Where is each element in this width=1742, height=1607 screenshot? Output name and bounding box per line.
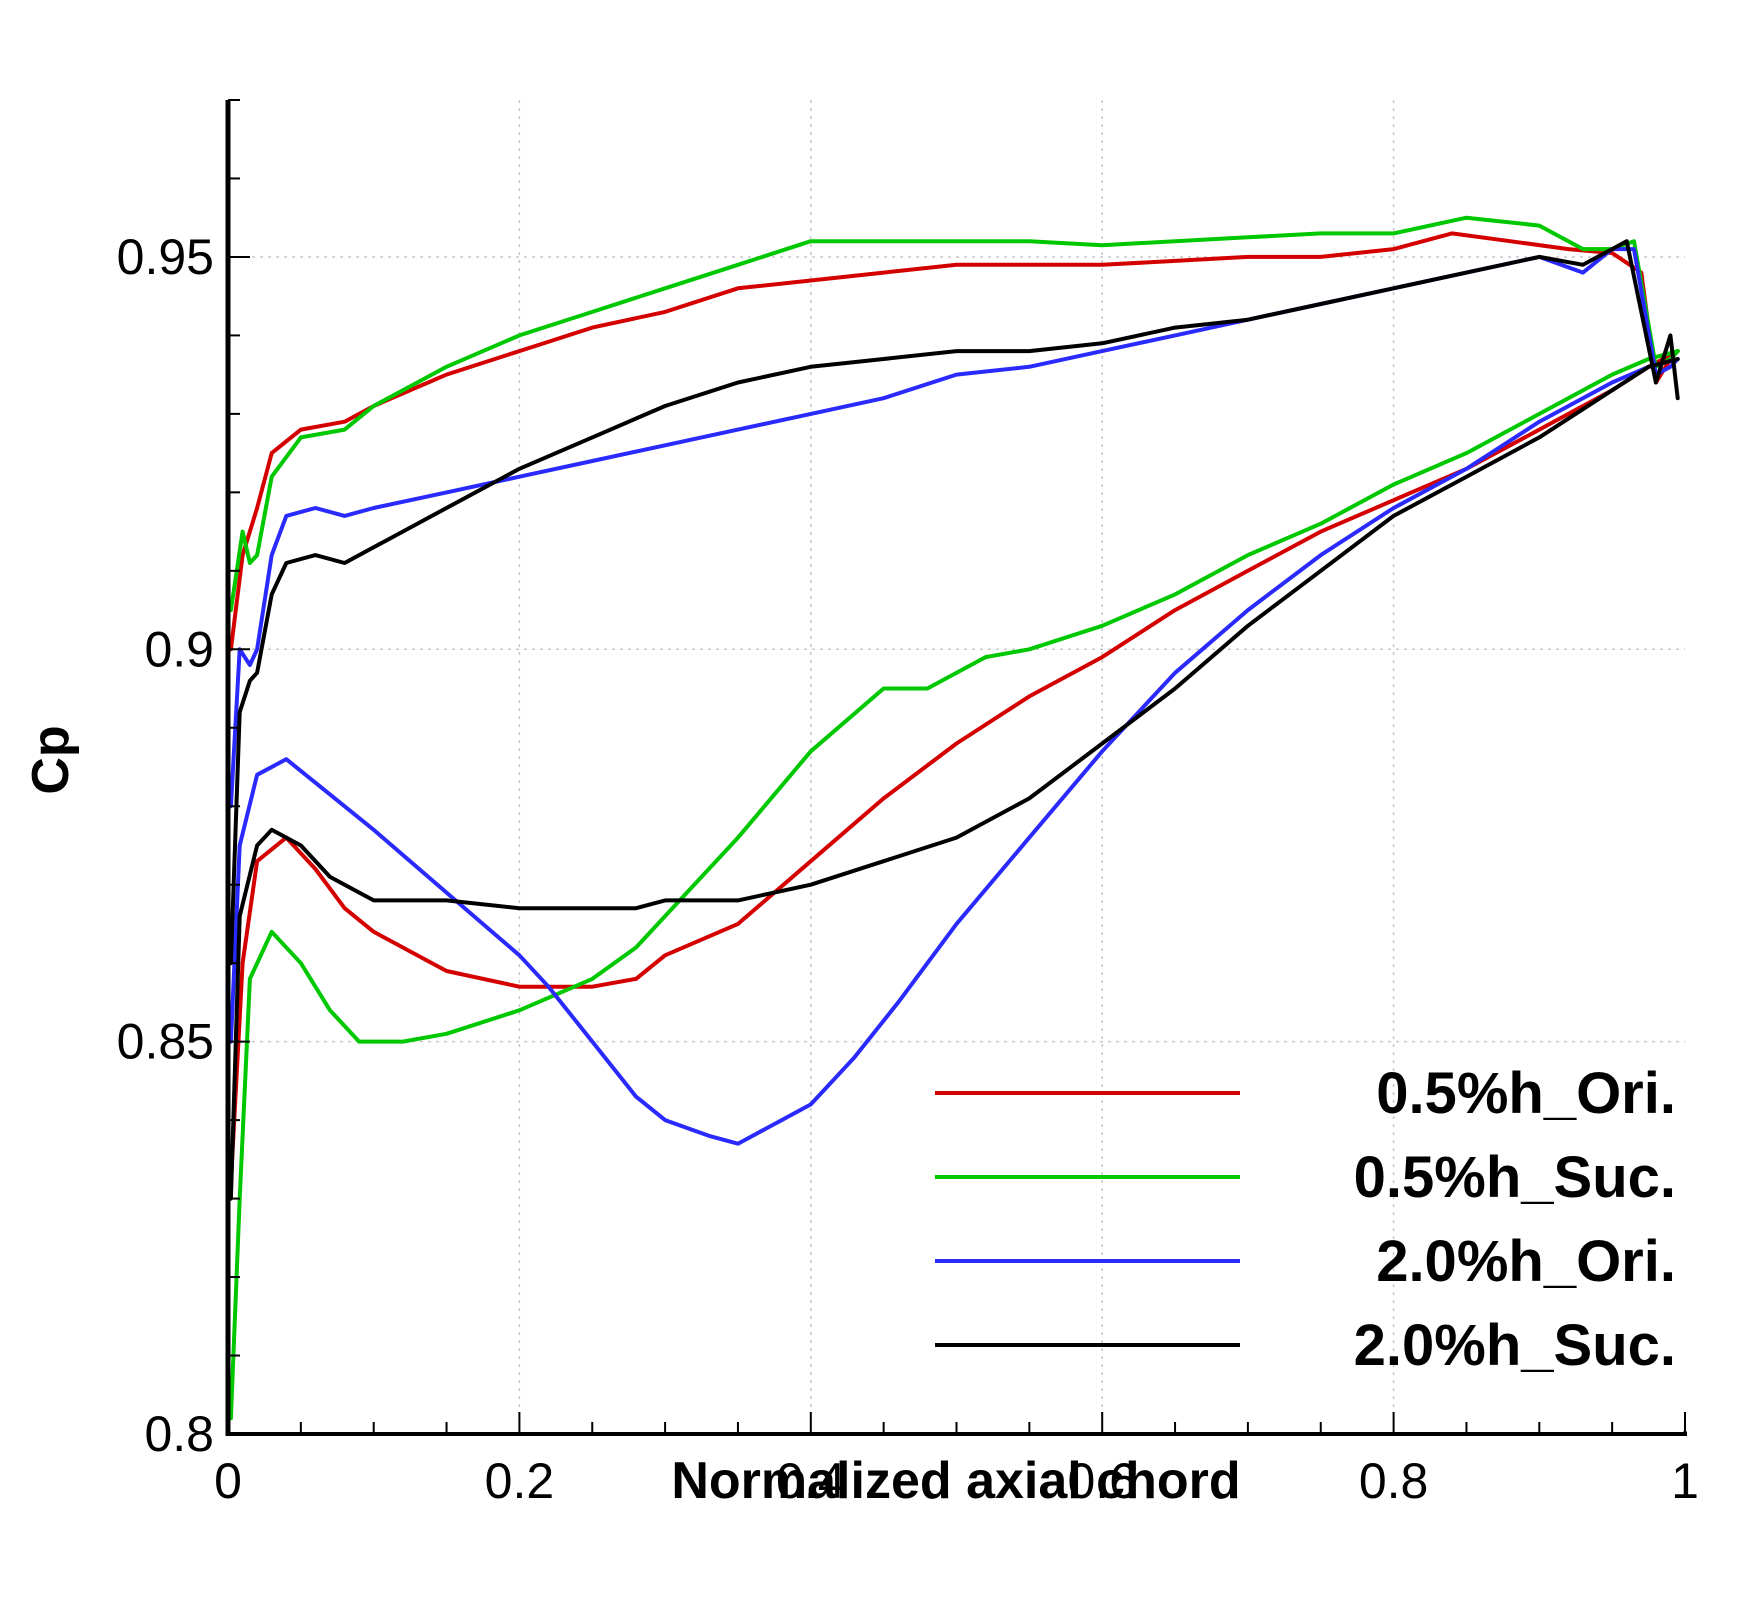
series-0-lower-line <box>228 349 1680 1185</box>
series-2-upper-line <box>228 247 1680 809</box>
x-tick-label-3: 0.6 <box>1067 1453 1137 1509</box>
x-tick-label-5: 1 <box>1671 1453 1699 1509</box>
x-axis-title: Normalized axial chord <box>671 1452 1240 1510</box>
series-3-upper-line <box>228 239 1680 966</box>
x-tick-label-1: 0.2 <box>485 1453 555 1509</box>
legend-label-2: 2.0%h_Ori. <box>1376 1229 1676 1294</box>
x-tick-label-2: 0.4 <box>776 1453 846 1509</box>
y-tick-label-2: 0.9 <box>144 621 214 677</box>
series-1-lower-line <box>228 349 1680 1421</box>
series-1-upper-line <box>228 215 1680 613</box>
series-0-upper-line <box>228 231 1680 652</box>
legend-label-3: 2.0%h_Suc. <box>1354 1313 1676 1378</box>
ticks: 0 0.2 0.4 0.6 0.8 1 0.8 0.85 0.9 0.95 <box>117 99 1699 1509</box>
legend: 0.5%h_Ori. 0.5%h_Suc. 2.0%h_Ori. 2.0%h_Suc. <box>935 1061 1676 1378</box>
series-group <box>228 215 1680 1421</box>
legend-label-0: 0.5%h_Ori. <box>1376 1061 1676 1126</box>
legend-label-1: 0.5%h_Suc. <box>1354 1145 1676 1210</box>
y-axis-title: Cp <box>22 725 80 794</box>
series-3-lower-line <box>228 357 1680 1201</box>
y-tick-label-1: 0.85 <box>117 1014 214 1070</box>
series-2-lower-line <box>228 357 1680 1146</box>
y-tick-label-3: 0.95 <box>117 229 214 285</box>
x-tick-label-4: 0.8 <box>1359 1453 1429 1509</box>
y-tick-label-0: 0.8 <box>144 1406 214 1462</box>
x-tick-label-0: 0 <box>214 1453 242 1509</box>
grid <box>228 100 1685 1434</box>
